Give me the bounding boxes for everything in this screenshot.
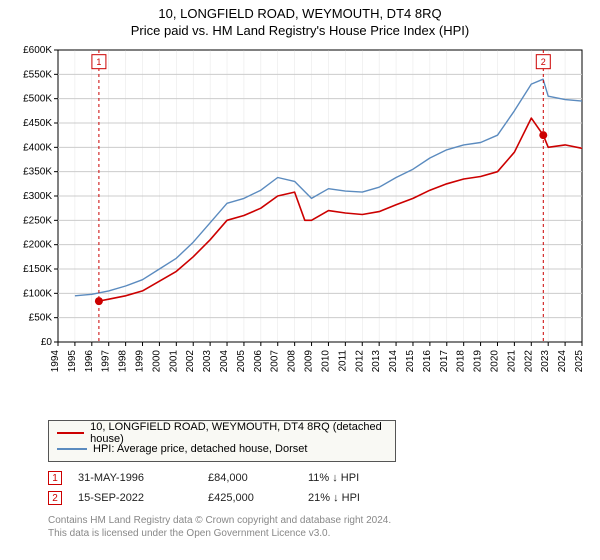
svg-text:2015: 2015 — [405, 350, 416, 373]
svg-text:1996: 1996 — [84, 350, 95, 373]
svg-text:£450K: £450K — [23, 118, 52, 129]
marker-row: 1 31-MAY-1996£84,00011% ↓ HPI — [48, 468, 600, 488]
svg-text:2023: 2023 — [540, 350, 551, 373]
footer-attribution: Contains HM Land Registry data © Crown c… — [48, 514, 600, 540]
svg-text:2024: 2024 — [557, 350, 568, 373]
svg-text:1999: 1999 — [135, 350, 146, 373]
svg-text:2005: 2005 — [236, 350, 247, 373]
marker-pct: 11% ↓ HPI — [308, 472, 418, 484]
svg-text:2013: 2013 — [371, 350, 382, 373]
title-line-1: 10, LONGFIELD ROAD, WEYMOUTH, DT4 8RQ — [0, 6, 600, 21]
svg-text:£250K: £250K — [23, 215, 52, 226]
svg-text:2009: 2009 — [304, 350, 315, 373]
svg-text:2000: 2000 — [151, 350, 162, 373]
marker-pct: 21% ↓ HPI — [308, 492, 418, 504]
chart-title-block: 10, LONGFIELD ROAD, WEYMOUTH, DT4 8RQ Pr… — [0, 0, 600, 42]
chart-svg: £0 £50K £100K £150K £200K £250K £300K £350K £400… — [10, 42, 590, 412]
svg-text:2001: 2001 — [168, 350, 179, 373]
marker-table: 1 31-MAY-1996£84,00011% ↓ HPI 2 15-SEP-2022… — [48, 468, 600, 508]
marker-number-box: 1 — [48, 471, 62, 485]
svg-text:2022: 2022 — [523, 350, 534, 373]
legend-label: 10, LONGFIELD ROAD, WEYMOUTH, DT4 8RQ (d… — [90, 421, 387, 445]
svg-text:2014: 2014 — [388, 350, 399, 373]
svg-text:2003: 2003 — [202, 350, 213, 373]
footer-line-2: This data is licensed under the Open Gov… — [48, 527, 600, 540]
svg-text:2010: 2010 — [320, 350, 331, 373]
marker-price: £84,000 — [208, 472, 308, 484]
svg-text:£600K: £600K — [23, 45, 52, 56]
svg-text:1995: 1995 — [67, 350, 78, 373]
legend-swatch — [57, 432, 84, 434]
marker-row: 2 15-SEP-2022£425,00021% ↓ HPI — [48, 488, 600, 508]
svg-text:£200K: £200K — [23, 240, 52, 251]
svg-text:£500K: £500K — [23, 94, 52, 105]
marker-date: 31-MAY-1996 — [78, 472, 208, 484]
legend: 10, LONGFIELD ROAD, WEYMOUTH, DT4 8RQ (d… — [48, 420, 396, 462]
svg-text:2008: 2008 — [287, 350, 298, 373]
svg-text:1994: 1994 — [50, 350, 61, 373]
svg-text:2011: 2011 — [337, 350, 348, 372]
svg-text:2019: 2019 — [473, 350, 484, 373]
svg-text:2: 2 — [541, 57, 546, 67]
svg-text:2017: 2017 — [439, 350, 450, 373]
legend-swatch — [57, 448, 87, 450]
svg-text:£100K: £100K — [23, 288, 52, 299]
svg-text:1997: 1997 — [101, 350, 112, 373]
svg-text:2020: 2020 — [489, 350, 500, 373]
svg-text:£0: £0 — [41, 337, 53, 348]
svg-text:1: 1 — [96, 57, 101, 67]
legend-row: 10, LONGFIELD ROAD, WEYMOUTH, DT4 8RQ (d… — [57, 425, 387, 441]
svg-text:2012: 2012 — [354, 350, 365, 373]
footer-line-1: Contains HM Land Registry data © Crown c… — [48, 514, 600, 527]
svg-text:1998: 1998 — [118, 350, 129, 373]
svg-text:£550K: £550K — [23, 69, 52, 80]
title-line-2: Price paid vs. HM Land Registry's House … — [0, 23, 600, 38]
price-chart: £0 £50K £100K £150K £200K £250K £300K £350K £400… — [10, 42, 590, 412]
svg-text:£50K: £50K — [29, 313, 53, 324]
svg-text:£300K: £300K — [23, 191, 52, 202]
svg-text:£150K: £150K — [23, 264, 52, 275]
svg-text:2016: 2016 — [422, 350, 433, 373]
svg-text:2006: 2006 — [253, 350, 264, 373]
svg-text:2002: 2002 — [185, 350, 196, 373]
svg-text:2018: 2018 — [456, 350, 467, 373]
svg-text:2004: 2004 — [219, 350, 230, 373]
marker-number-box: 2 — [48, 491, 62, 505]
svg-text:£350K: £350K — [23, 167, 52, 178]
svg-text:£400K: £400K — [23, 142, 52, 153]
svg-text:2007: 2007 — [270, 350, 281, 373]
marker-price: £425,000 — [208, 492, 308, 504]
svg-text:2025: 2025 — [574, 350, 585, 373]
marker-date: 15-SEP-2022 — [78, 492, 208, 504]
legend-label: HPI: Average price, detached house, Dors… — [93, 443, 307, 455]
svg-text:2021: 2021 — [506, 350, 517, 373]
